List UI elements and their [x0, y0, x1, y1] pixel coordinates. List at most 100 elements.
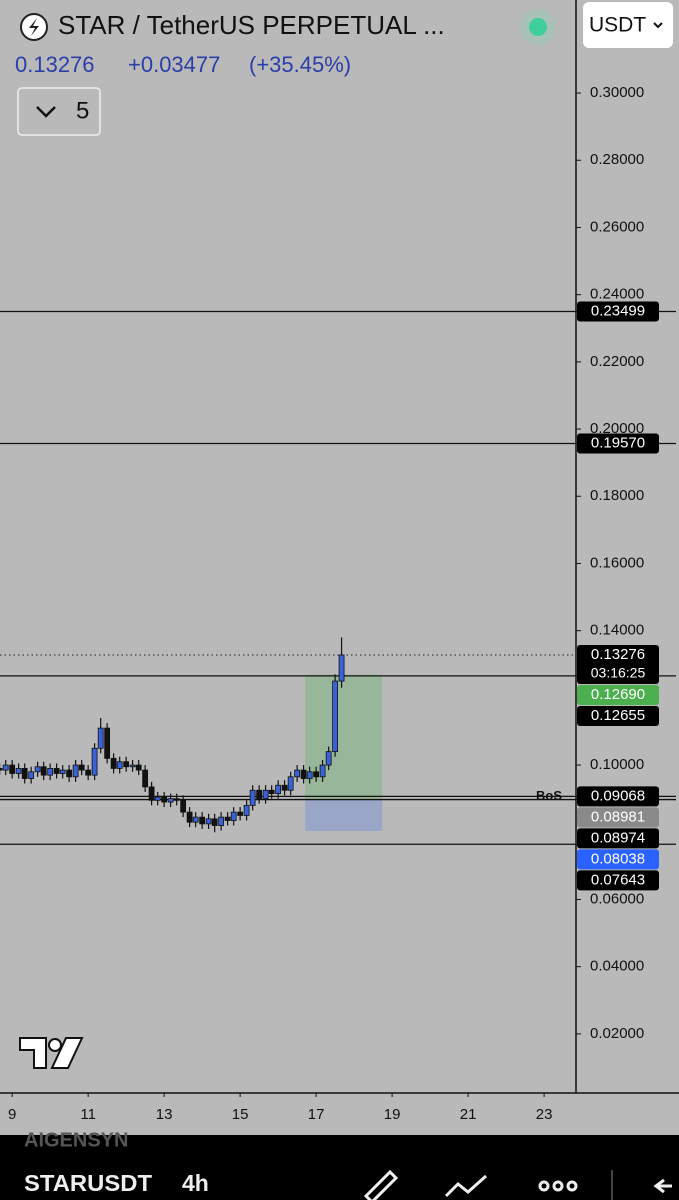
x-tick-label: 11	[80, 1106, 96, 1123]
indicator-toggle[interactable]	[17, 87, 101, 136]
more-button[interactable]	[538, 1180, 578, 1192]
plot-area	[0, 92, 676, 1097]
x-tick-label: 9	[8, 1106, 16, 1123]
candle-body	[338, 654, 345, 682]
candle-body	[21, 768, 28, 779]
candle-body	[237, 811, 244, 816]
candle-body	[268, 789, 275, 795]
y-tick-label: 0.04000	[590, 958, 644, 975]
x-tick-label: 17	[308, 1106, 325, 1123]
candle-body	[243, 804, 250, 816]
position-profit-zone	[305, 674, 383, 800]
candle-body	[218, 816, 225, 826]
candle-body	[256, 789, 263, 800]
last-price: 0.13276	[15, 52, 95, 77]
y-tick-label: 0.22000	[590, 353, 644, 370]
x-tick-label: 13	[156, 1106, 173, 1123]
y-tick-label: 0.20000	[590, 420, 644, 437]
candle-body	[135, 764, 142, 771]
x-tick-label: 15	[232, 1106, 249, 1123]
price-label: 0.09068	[591, 787, 645, 804]
candle-body	[34, 766, 41, 773]
candle-body	[224, 816, 231, 821]
candle-body	[192, 816, 199, 823]
candle-body	[104, 727, 111, 759]
price-label: 0.23499	[591, 302, 645, 319]
candle-body	[249, 789, 256, 806]
candle-body	[97, 727, 104, 749]
candle-body	[40, 766, 47, 776]
candle-body	[319, 764, 326, 778]
y-tick-label: 0.06000	[590, 890, 644, 907]
symbol-title[interactable]: STAR / TetherUS PERPETUAL ...	[58, 10, 445, 40]
currency-button[interactable]	[583, 2, 673, 48]
candle-body	[28, 771, 35, 779]
candle-body	[313, 771, 320, 778]
draw-tool[interactable]	[363, 1169, 399, 1200]
candle-body	[332, 680, 339, 753]
candle-body	[173, 798, 180, 801]
candle-body	[211, 818, 218, 826]
candle-body	[47, 768, 54, 776]
candle-body	[0, 768, 3, 771]
candle-body	[167, 798, 174, 803]
candle-body	[72, 764, 79, 778]
y-tick-label: 0.02000	[590, 1025, 644, 1042]
currency-chevron	[653, 22, 663, 29]
symbol-icon-bolt	[29, 18, 39, 36]
y-tick-label: 0.16000	[590, 554, 644, 571]
price-label-box	[577, 705, 659, 726]
candle-body	[230, 811, 237, 821]
candle-body	[59, 769, 66, 774]
position-loss-zone	[305, 799, 383, 831]
candle-body	[142, 769, 149, 788]
y-tick-label: 0.30000	[590, 84, 644, 101]
candle-body	[180, 799, 187, 813]
y-tick-label: 0.14000	[590, 622, 644, 639]
tradingview-logo	[19, 1037, 84, 1069]
candle-body	[15, 768, 22, 774]
candle-body	[275, 784, 282, 795]
candle-body	[294, 769, 301, 778]
candle-body	[325, 751, 332, 766]
price-label-box	[577, 870, 659, 891]
candle-body	[91, 747, 98, 776]
y-tick-label: 0.28000	[590, 151, 644, 168]
x-tick-label: 21	[460, 1106, 477, 1123]
trend-tool[interactable]	[444, 1174, 487, 1198]
interval-button[interactable]: 4h	[182, 1170, 209, 1196]
price-label: 0.19570	[591, 434, 645, 451]
candle-body	[205, 818, 212, 825]
chart-background	[0, 0, 679, 1135]
candle-body	[116, 761, 123, 769]
price-label: 0.07643	[591, 871, 645, 888]
candle-body	[300, 769, 307, 779]
annotation: BoS	[536, 788, 562, 803]
candle-body	[161, 796, 168, 803]
price-label-box	[577, 433, 659, 454]
candle-body	[129, 764, 136, 768]
candle-body	[186, 811, 193, 823]
price-label: 0.12655	[591, 707, 645, 724]
candle-body	[199, 816, 206, 825]
watermark: AIGENSYN	[24, 1129, 128, 1151]
back-button[interactable]	[653, 1178, 672, 1194]
candle-body	[154, 796, 161, 801]
price-change-percent: (+35.45%)	[249, 52, 351, 77]
price-label-box	[577, 684, 659, 705]
symbol-button[interactable]: STARUSDT	[24, 1170, 152, 1196]
indicator-count[interactable]: 5	[76, 97, 89, 124]
price-label-box	[577, 849, 659, 870]
price-label: 0.08038	[591, 850, 645, 867]
candle-body	[262, 789, 269, 800]
price-label: 0.08981	[591, 808, 645, 825]
currency-label[interactable]: USDT	[589, 14, 646, 37]
price-label: 0.12690	[591, 686, 645, 703]
candle-body	[9, 764, 16, 774]
price-label: 0.13276	[591, 646, 645, 663]
candle-body	[281, 784, 288, 791]
bottom-bar	[0, 1135, 679, 1200]
x-tick-label: 23	[536, 1106, 553, 1123]
candle-body	[53, 768, 60, 774]
